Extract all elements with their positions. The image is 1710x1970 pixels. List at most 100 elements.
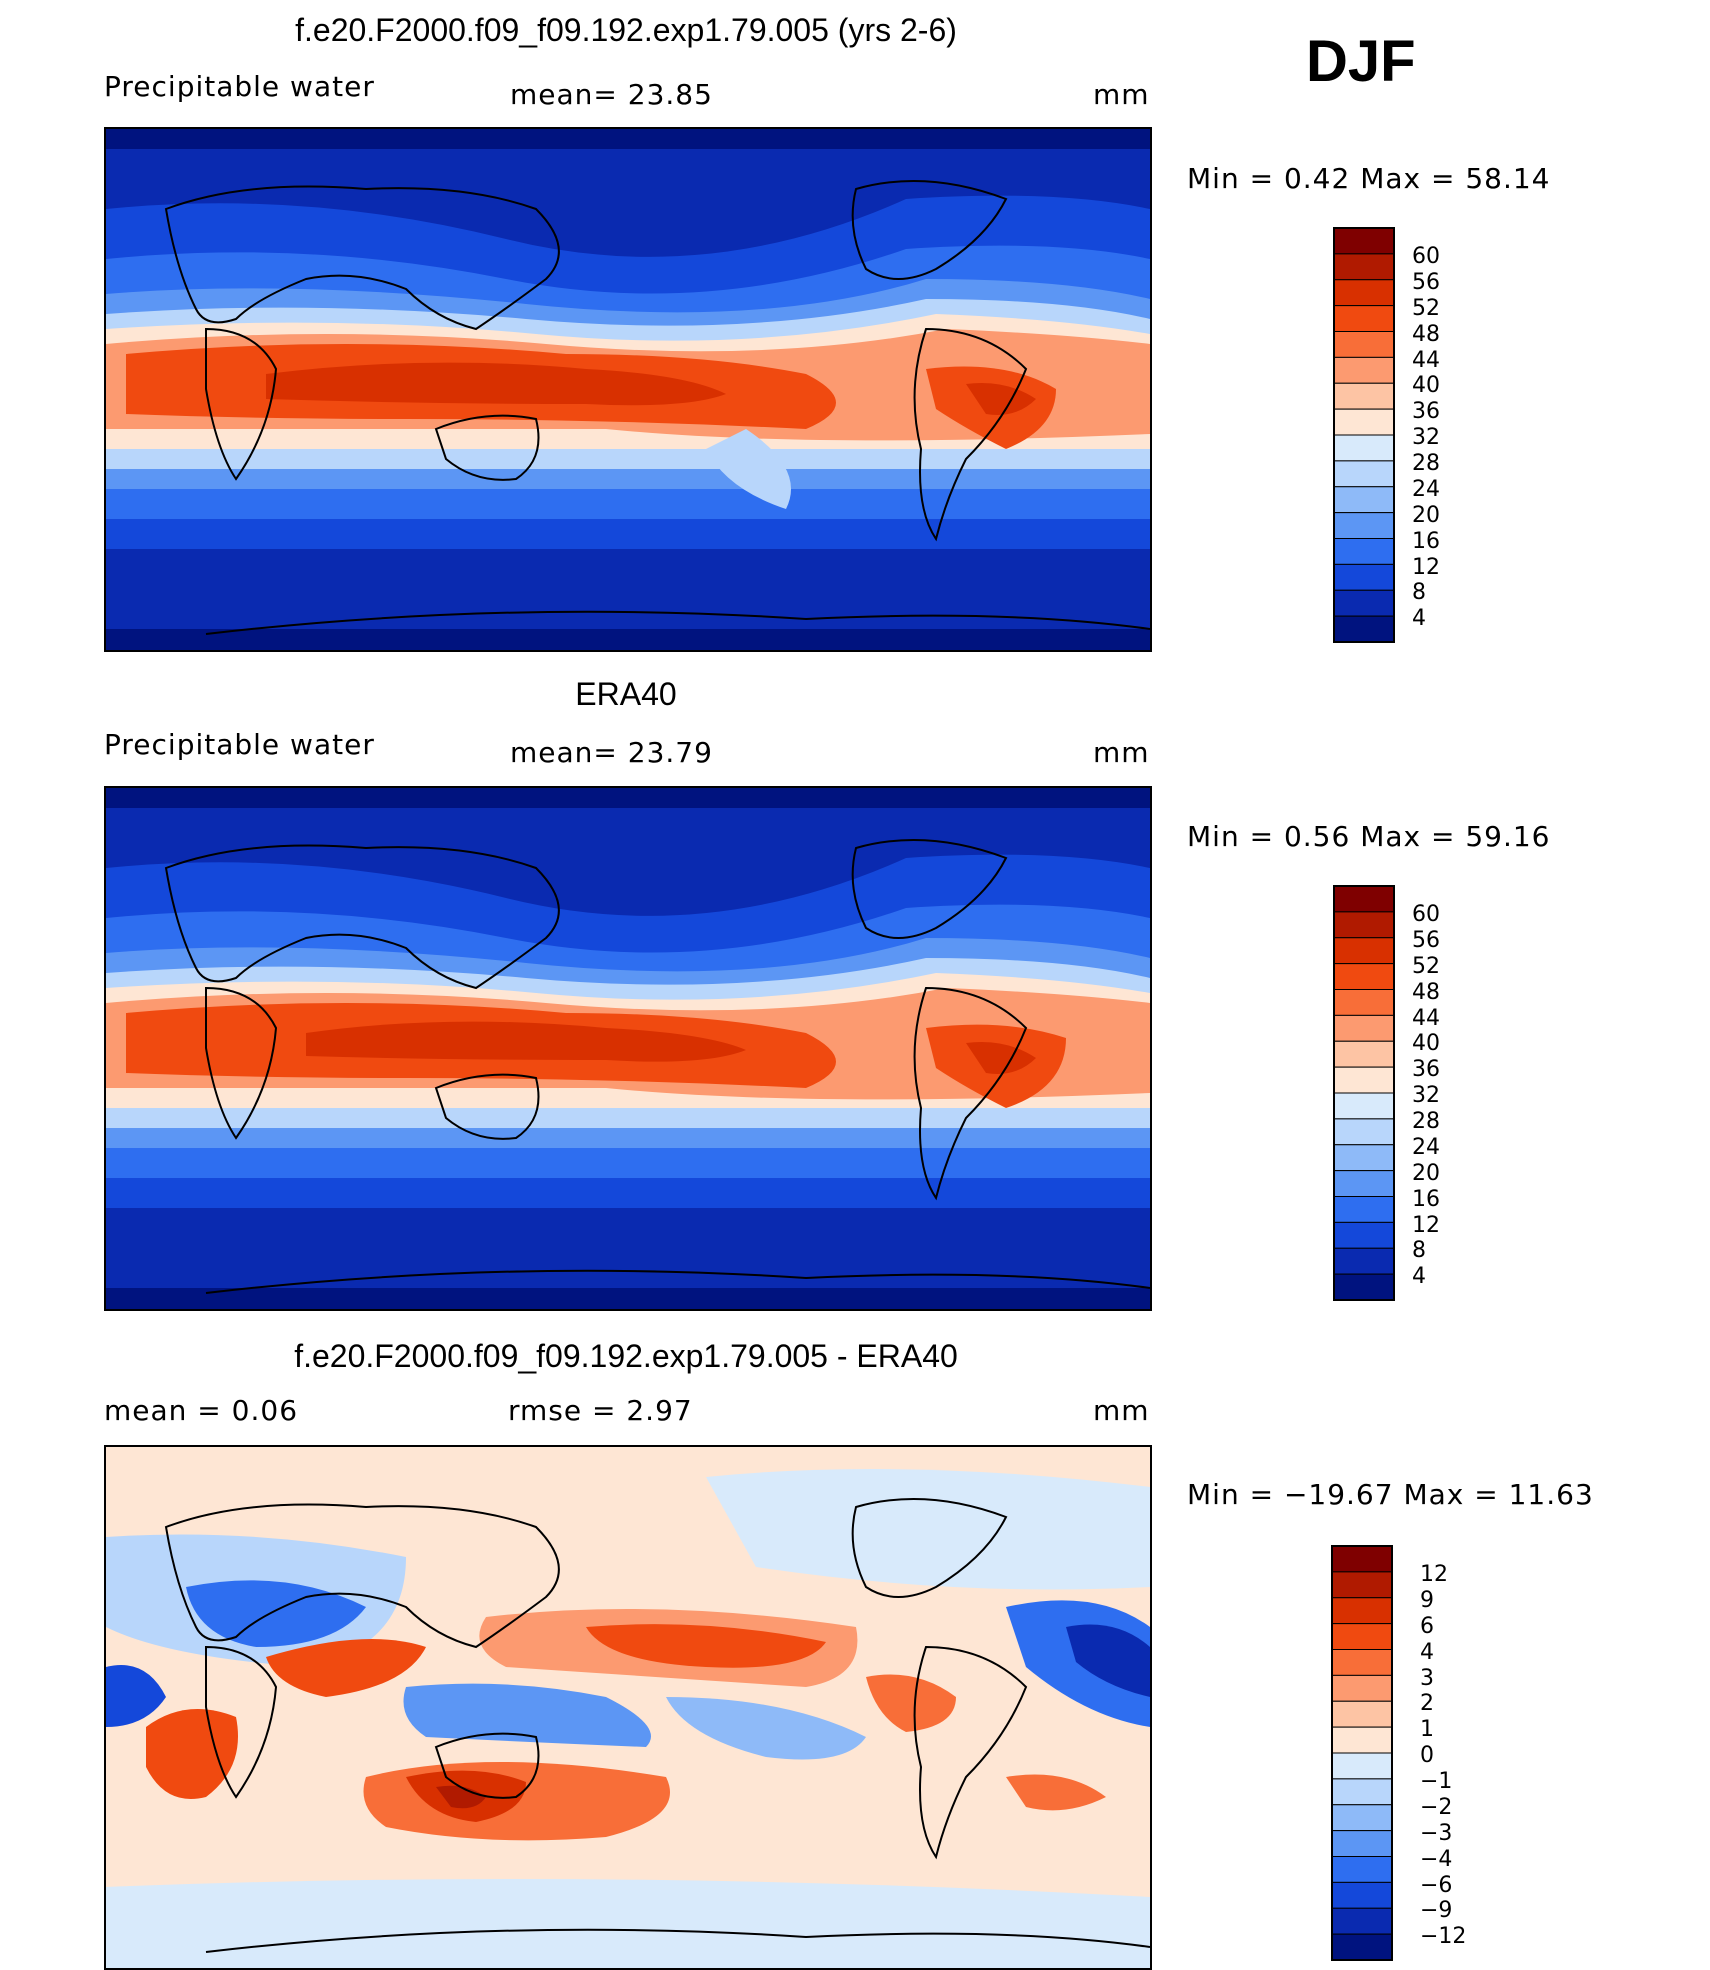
colorbar-tick-label: 12: [1412, 554, 1440, 580]
panel-3-colorbar-swatches: [1331, 1545, 1393, 1961]
colorbar-tick-label: 4: [1412, 606, 1426, 632]
panel-1-minmax: Min = 0.42 Max = 58.14: [1187, 162, 1551, 195]
colorbar-swatch: [1333, 1196, 1395, 1223]
colorbar-tick-label: 3: [1420, 1665, 1434, 1691]
colorbar-swatch: [1331, 1752, 1393, 1780]
panel-2-title: ERA40: [575, 676, 677, 712]
panel-2-mean-label: mean= 23.79: [510, 736, 713, 769]
panel-2-map-field: [106, 788, 1150, 1309]
colorbar-swatch: [1333, 1014, 1395, 1042]
colorbar-swatch: [1333, 382, 1395, 410]
colorbar-swatch: [1333, 1066, 1395, 1094]
colorbar-swatch: [1333, 486, 1395, 514]
colorbar-swatch: [1333, 279, 1395, 307]
colorbar-swatch: [1333, 408, 1395, 436]
season-label: DJF: [1306, 29, 1416, 94]
colorbar-tick-label: 28: [1412, 451, 1440, 476]
colorbar-tick-label: 20: [1412, 1160, 1440, 1186]
colorbar-tick-label: 4: [1420, 1639, 1434, 1665]
colorbar-swatch: [1331, 1933, 1393, 1961]
panel-3-mean-label: mean = 0.06: [104, 1394, 299, 1427]
colorbar-swatch: [1333, 1144, 1395, 1172]
colorbar-tick-label: 32: [1412, 1083, 1440, 1109]
colorbar-swatch: [1333, 563, 1395, 591]
panel-1-mean-label: mean= 23.85: [510, 78, 713, 111]
colorbar-swatch: [1331, 1830, 1393, 1858]
colorbar-tick-label: 36: [1412, 399, 1440, 425]
colorbar-tick-label: 60: [1412, 244, 1440, 269]
colorbar-swatch: [1333, 963, 1395, 991]
colorbar-tick-label: 32: [1412, 425, 1440, 451]
colorbar-swatch: [1333, 615, 1395, 643]
panel-1-units: mm: [1093, 78, 1150, 111]
panel-2-map: [104, 786, 1152, 1311]
colorbar-tick-label: 6: [1420, 1613, 1434, 1639]
panel-2-colorbar: [1333, 885, 1414, 1301]
panel-1-variable-label: Precipitable water: [104, 70, 375, 103]
panel-2-minmax: Min = 0.56 Max = 59.16: [1187, 820, 1551, 853]
colorbar-tick-label: 44: [1412, 1005, 1440, 1031]
colorbar-tick-label: −6: [1420, 1872, 1453, 1898]
panel-1-colorbar-swatches: [1333, 227, 1395, 643]
colorbar-swatch: [1333, 305, 1395, 333]
colorbar-swatch: [1333, 1170, 1395, 1198]
colorbar-swatch: [1331, 1674, 1393, 1702]
colorbar-swatch: [1333, 589, 1395, 617]
colorbar-tick-label: 20: [1412, 502, 1440, 528]
colorbar-tick-label: −3: [1420, 1820, 1453, 1846]
colorbar-tick-label: 16: [1412, 1186, 1440, 1212]
colorbar-swatch: [1333, 227, 1395, 255]
colorbar-tick-label: 40: [1412, 1031, 1440, 1057]
panel-3-colorbar: [1331, 1545, 1412, 1961]
colorbar-swatch: [1333, 512, 1395, 540]
colorbar-swatch: [1331, 1881, 1393, 1909]
colorbar-swatch: [1333, 885, 1395, 913]
colorbar-swatch: [1333, 460, 1395, 488]
colorbar-tick-label: 2: [1420, 1691, 1434, 1717]
panel-3-map: [104, 1445, 1152, 1970]
panel-3-rmse-label: rmse = 2.97: [508, 1394, 693, 1427]
colorbar-tick-label: 56: [1412, 269, 1440, 295]
colorbar-swatch: [1331, 1571, 1393, 1599]
colorbar-tick-label: 9: [1420, 1587, 1434, 1613]
colorbar-tick-label: 28: [1412, 1109, 1440, 1134]
colorbar-swatch: [1331, 1649, 1393, 1676]
colorbar-tick-label: −12: [1420, 1924, 1467, 1950]
colorbar-tick-label: 24: [1412, 476, 1440, 502]
colorbar-tick-label: −1: [1420, 1769, 1453, 1794]
colorbar-tick-label: 56: [1412, 927, 1440, 953]
colorbar-swatch: [1333, 1092, 1395, 1120]
panel-3-minmax: Min = −19.67 Max = 11.63: [1187, 1478, 1594, 1511]
panel-3-map-field: [106, 1447, 1150, 1968]
colorbar-tick-label: 12: [1412, 1212, 1440, 1238]
colorbar-tick-label: −9: [1420, 1898, 1453, 1924]
colorbar-swatch: [1333, 1040, 1395, 1068]
colorbar-tick-label: 48: [1412, 979, 1440, 1005]
colorbar-swatch: [1333, 989, 1395, 1016]
colorbar-tick-label: 24: [1412, 1134, 1440, 1160]
colorbar-swatch: [1331, 1597, 1393, 1625]
colorbar-swatch: [1333, 1118, 1395, 1146]
colorbar-swatch: [1333, 331, 1395, 358]
colorbar-swatch: [1331, 1804, 1393, 1832]
colorbar-swatch: [1331, 1778, 1393, 1806]
colorbar-tick-label: 4: [1412, 1264, 1426, 1290]
colorbar-swatch: [1333, 1273, 1395, 1301]
colorbar-tick-label: 16: [1412, 528, 1440, 554]
colorbar-tick-label: 36: [1412, 1057, 1440, 1083]
colorbar-tick-label: 52: [1412, 295, 1440, 321]
colorbar-tick-label: 48: [1412, 321, 1440, 347]
colorbar-swatch: [1333, 1247, 1395, 1275]
panel-3-units: mm: [1093, 1394, 1150, 1427]
colorbar-swatch: [1331, 1623, 1393, 1651]
colorbar-tick-label: −4: [1420, 1846, 1453, 1872]
colorbar-tick-label: 52: [1412, 953, 1440, 979]
colorbar-swatch: [1331, 1726, 1393, 1754]
colorbar-swatch: [1331, 1700, 1393, 1728]
panel-2-units: mm: [1093, 736, 1150, 769]
colorbar-swatch: [1333, 356, 1395, 384]
colorbar-swatch: [1331, 1545, 1393, 1573]
panel-1-map-field: [106, 129, 1150, 650]
colorbar-swatch: [1331, 1856, 1393, 1883]
colorbar-swatch: [1333, 937, 1395, 965]
